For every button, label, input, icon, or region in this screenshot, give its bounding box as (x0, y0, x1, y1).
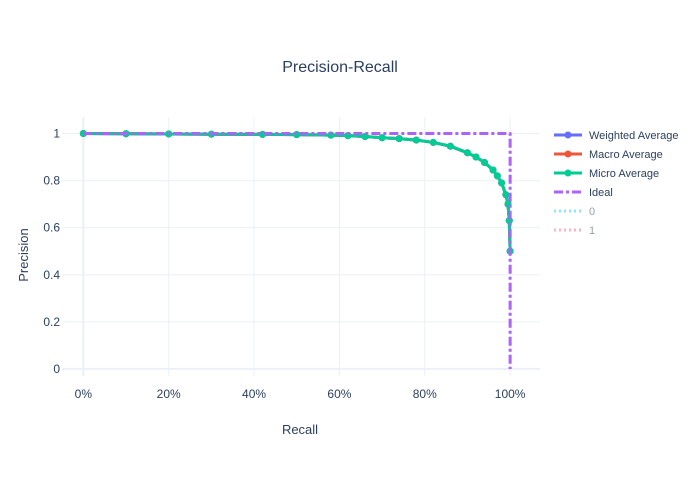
y-tick-label: 0.2 (43, 315, 60, 329)
data-point (481, 158, 489, 166)
legend-label: 0 (589, 206, 595, 218)
series-line (83, 131, 512, 369)
grid-layer (62, 117, 540, 376)
x-axis-title: Recall (282, 422, 318, 437)
legend-swatch-marker (564, 150, 572, 158)
legend-swatch-marker (564, 169, 572, 177)
legend-label: Micro Average (589, 168, 659, 180)
data-point (79, 129, 87, 137)
axis-layer: 0% 20% 40% 60% 80% 100% 0 0.2 0.4 0.6 0.8 1 (43, 126, 525, 401)
legend-item-micro-average[interactable]: Micro Average (554, 168, 659, 180)
y-tick-label: 1 (53, 126, 60, 140)
series-ideal (83, 131, 512, 369)
x-tick-label: 100% (495, 387, 526, 401)
legend-label: Macro Average (589, 149, 663, 161)
y-tick-label: 0 (53, 362, 60, 376)
data-point (463, 149, 471, 157)
y-axis-title: Precision (16, 228, 31, 281)
y-tick-label: 0.6 (43, 221, 60, 235)
data-point (429, 138, 437, 146)
data-point (378, 134, 386, 142)
x-tick-label: 20% (157, 387, 181, 401)
data-point (493, 172, 501, 180)
x-tick-label: 0% (75, 387, 93, 401)
chart-title: Precision-Recall (282, 59, 398, 76)
legend[interactable]: Weighted Average Macro Average Micro Avera… (554, 130, 679, 237)
legend-label: Weighted Average (589, 130, 679, 142)
data-point (489, 166, 497, 174)
legend-item-0[interactable]: 0 (554, 206, 595, 218)
legend-swatch-marker (564, 131, 572, 139)
data-point (446, 142, 454, 150)
legend-item-1[interactable]: 1 (554, 225, 595, 237)
legend-item-weighted-average[interactable]: Weighted Average (554, 130, 679, 142)
legend-label: 1 (589, 225, 595, 237)
series-layer (79, 129, 514, 369)
legend-item-macro-average[interactable]: Macro Average (554, 149, 663, 161)
y-tick-label: 0.8 (43, 174, 60, 188)
x-tick-label: 60% (327, 387, 351, 401)
data-point (395, 135, 403, 143)
data-point (327, 131, 335, 139)
data-point (472, 153, 480, 161)
data-point (412, 136, 420, 144)
data-point (502, 191, 510, 199)
data-point (498, 179, 506, 187)
x-tick-label: 40% (242, 387, 266, 401)
legend-item-ideal[interactable]: Ideal (554, 187, 613, 199)
legend-label: Ideal (589, 187, 613, 199)
x-tick-label: 80% (413, 387, 437, 401)
y-tick-label: 0.4 (43, 268, 60, 282)
